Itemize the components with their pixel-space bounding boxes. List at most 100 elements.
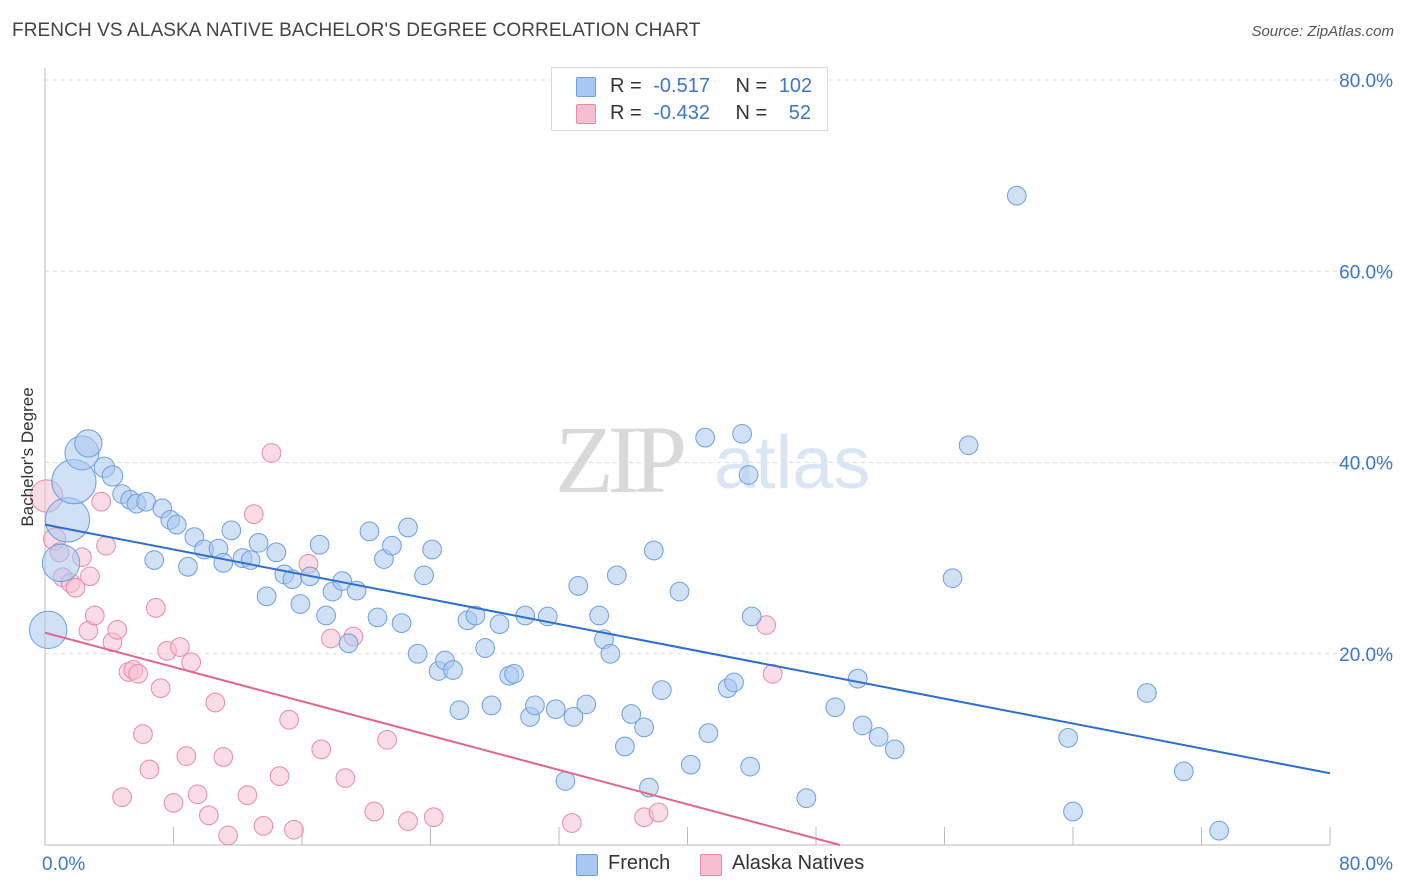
french-point-61 [545,699,566,720]
alaska-point-38 [284,819,304,840]
alaska-point-24 [170,637,190,657]
alaska-point-25 [176,746,197,766]
french-point-84 [740,756,760,777]
alaska-point-50 [648,802,669,823]
french-point-83 [738,465,759,485]
french-point-42 [398,517,418,538]
alaska-point-20 [145,598,166,618]
alaska-point-18 [133,724,153,744]
alaska-point-31 [218,825,238,846]
french-point-82 [732,423,752,444]
french-point-51 [465,605,486,626]
french-legend-swatch [576,854,598,876]
alaska-legend-swatch [700,854,722,876]
french-point-16 [178,556,198,577]
french-point-87 [825,697,846,718]
french-point-64 [568,576,589,596]
alaska-point-44 [364,801,385,822]
alaska-point-42 [335,768,356,788]
french-n-value: 102 [778,75,813,97]
y-tick-label-60: 60.0% [1339,262,1393,283]
french-point-0 [29,610,68,650]
french-point-77 [680,754,701,775]
french-point-63 [563,707,584,727]
french-point-94 [1006,185,1027,206]
french-point-1 [41,543,81,583]
alaska-n-label: N = [735,102,768,124]
alaska-point-10 [91,491,112,512]
alaska-point-26 [181,652,202,673]
french-point-35 [338,633,359,654]
french-point-56 [504,663,524,684]
french-point-96 [1063,801,1083,822]
alaska-point-11 [96,535,116,556]
french-point-76 [669,581,690,602]
alaska-point-9 [84,605,105,626]
french-point-12 [144,550,165,570]
french-trend-line [44,523,1331,775]
x-tick-label-min: 0.0% [42,854,85,875]
french-point-5 [74,429,103,458]
french-point-98 [1173,761,1194,782]
series-legend: French Alaska Natives [0,852,1406,878]
french-point-66 [589,605,610,626]
french-point-89 [852,715,873,736]
alaska-r-value: -0.432 [653,102,710,124]
french-point-71 [621,704,642,724]
french-point-43 [407,643,428,664]
alaska-n-value: 52 [788,102,812,124]
french-point-93 [958,435,979,456]
french-point-24 [248,532,269,553]
alaska-point-45 [377,729,397,750]
alaska-point-37 [279,709,299,730]
alaska-point-8 [80,566,100,587]
french-swatch [576,77,596,97]
alaska-point-33 [243,504,264,524]
french-point-79 [698,723,719,743]
french-point-53 [481,695,502,716]
french-point-7 [101,465,124,487]
french-points [29,185,1230,841]
alaska-point-35 [261,443,282,463]
french-n-label: N = [735,75,768,97]
french-point-99 [1209,820,1230,841]
french-point-91 [884,739,905,760]
french-point-68 [600,643,621,664]
french-point-85 [741,606,762,627]
french-r-label: R = [610,75,642,97]
french-point-44 [414,565,434,586]
french-point-75 [651,680,672,700]
french-point-15 [166,514,187,535]
french-point-69 [606,565,627,586]
alaska-point-23 [163,793,184,813]
french-point-88 [847,668,868,689]
alaska-point-41 [321,628,341,649]
source-credit: Source: ZipAtlas.com [1251,23,1394,40]
french-point-65 [576,694,597,715]
french-point-52 [475,638,495,658]
french-point-70 [615,736,635,757]
y-tick-label-20: 20.0% [1339,645,1393,666]
french-point-38 [367,607,388,628]
alaska-point-46 [398,811,418,831]
x-tick-label-max: 80.0% [1339,854,1393,875]
french-point-74 [643,540,664,561]
alaska-trend-line [44,631,841,846]
axes [44,68,1331,846]
french-point-29 [290,594,311,614]
alaska-point-29 [205,692,226,713]
french-point-54 [489,614,510,634]
alaska-point-28 [198,805,219,826]
alaska-point-19 [139,759,160,780]
french-point-90 [868,727,889,747]
alaska-point-36 [269,766,290,787]
y-tick-label-80: 80.0% [1339,71,1393,92]
french-point-72 [634,717,654,738]
french-point-95 [1058,728,1079,748]
chart-title: FRENCH VS ALASKA NATIVE BACHELOR'S DEGRE… [12,20,701,41]
french-point-97 [1137,683,1157,703]
french-point-81 [724,672,744,693]
french-point-21 [221,520,242,541]
stats-legend: R = -0.517 N = 102 R = -0.432 N = 52 [551,67,828,131]
french-point-32 [316,605,336,626]
